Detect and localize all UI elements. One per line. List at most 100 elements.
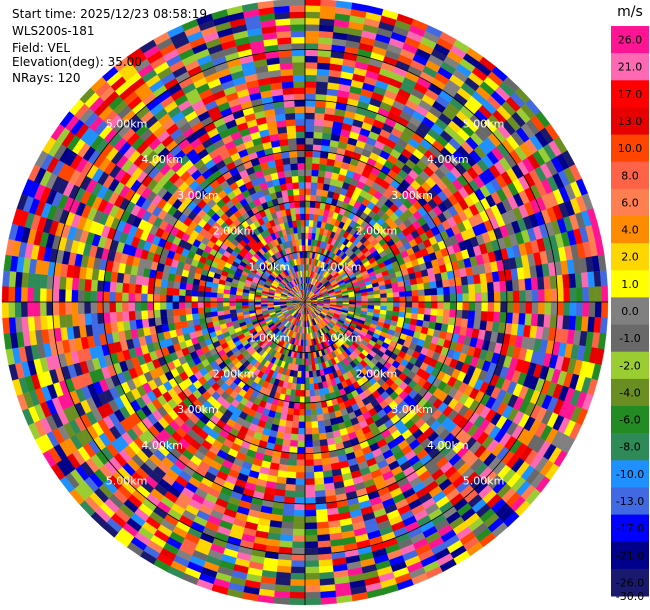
velocity-gate — [191, 313, 200, 320]
velocity-gate — [33, 287, 41, 303]
velocity-gate — [304, 150, 314, 158]
velocity-gate — [277, 559, 292, 567]
velocity-gate — [20, 301, 28, 318]
velocity-gate — [147, 293, 154, 303]
velocity-gate — [304, 188, 312, 195]
velocity-gate — [304, 200, 311, 208]
velocity-gate — [361, 301, 369, 306]
velocity-gate — [179, 314, 187, 322]
velocity-gate — [311, 427, 320, 435]
velocity-gate — [442, 279, 450, 288]
velocity-gate — [442, 286, 451, 295]
velocity-gate — [291, 421, 299, 429]
velocity-gate — [14, 286, 22, 303]
velocity-gate — [399, 296, 407, 303]
velocity-gate — [538, 289, 546, 303]
velocity-gate — [210, 311, 218, 317]
velocity-gate — [320, 0, 337, 8]
velocity-gate — [456, 301, 463, 311]
velocity-gate — [185, 313, 193, 321]
velocity-gate — [557, 288, 564, 303]
velocity-gate — [304, 472, 315, 479]
velocity-gate — [380, 293, 388, 299]
velocity-gate — [229, 305, 237, 311]
velocity-gate — [563, 287, 571, 303]
velocity-gate — [296, 453, 306, 460]
velocity-gate — [58, 314, 67, 328]
velocity-gate — [317, 540, 331, 549]
velocity-gate — [405, 307, 413, 314]
velocity-gate — [373, 293, 381, 299]
velocity-gate — [304, 162, 313, 170]
velocity-gate — [153, 286, 161, 295]
velocity-gate — [449, 309, 457, 318]
velocity-gate — [311, 433, 320, 441]
velocity-gate — [33, 315, 42, 331]
velocity-gate — [203, 296, 211, 303]
velocity-gate — [417, 289, 425, 297]
velocity-gate — [568, 315, 577, 331]
velocity-gate — [304, 137, 314, 145]
velocity-gate — [284, 426, 292, 434]
velocity-gate — [594, 286, 602, 303]
velocity-gate — [229, 309, 237, 314]
velocity-gate — [178, 288, 186, 296]
velocity-gate — [296, 459, 306, 467]
velocity-gate — [311, 169, 320, 177]
velocity-gate — [404, 285, 412, 292]
velocity-gate — [313, 471, 324, 479]
velocity-gate — [280, 527, 294, 536]
velocity-gate — [304, 579, 321, 587]
velocity-gate — [166, 287, 174, 296]
velocity-gate — [115, 301, 123, 313]
velocity-gate — [449, 301, 457, 311]
velocity-gate — [355, 298, 362, 303]
velocity-gate — [304, 434, 313, 442]
velocity-gate — [285, 477, 296, 485]
velocity-gate — [304, 497, 316, 505]
velocity-gate — [294, 389, 301, 397]
velocity-gate — [304, 213, 310, 221]
velocity-gate — [386, 292, 394, 298]
velocity-gate — [77, 301, 85, 315]
velocity-gate — [417, 313, 425, 321]
velocity-gate — [411, 289, 419, 297]
velocity-gate — [318, 559, 333, 567]
velocity-gate — [291, 554, 306, 561]
velocity-gate — [411, 307, 419, 315]
velocity-gate — [442, 309, 451, 318]
velocity-gate — [102, 291, 110, 303]
velocity-gate — [294, 497, 306, 505]
velocity-gate — [310, 402, 317, 410]
velocity-gate — [287, 458, 297, 467]
velocity-gate — [519, 301, 527, 314]
velocity-gate — [575, 301, 583, 317]
velocity-gate — [140, 310, 149, 320]
velocity-gate — [594, 301, 602, 318]
velocity-gate — [58, 276, 67, 290]
velocity-gate — [147, 285, 155, 295]
velocity-gate — [297, 434, 306, 442]
velocity-gate — [304, 5, 321, 13]
velocity-gate — [550, 288, 558, 303]
velocity-gate — [361, 295, 369, 300]
velocity-gate — [198, 312, 206, 319]
velocity-gate — [304, 427, 313, 435]
velocity-gate — [506, 301, 514, 314]
velocity-gate — [460, 276, 469, 286]
velocity-gate — [304, 74, 318, 82]
velocity-gate — [283, 432, 292, 441]
velocity-gate — [304, 352, 309, 359]
velocity-gate — [313, 382, 319, 391]
velocity-gate — [304, 528, 318, 536]
velocity-gate — [115, 282, 124, 293]
velocity-gate — [311, 421, 319, 429]
velocity-gate — [499, 312, 507, 324]
velocity-gate — [52, 288, 60, 303]
velocity-gate — [291, 541, 306, 549]
velocity-gate — [386, 301, 394, 307]
velocity-gate — [27, 287, 35, 303]
velocity-gate — [20, 286, 28, 303]
velocity-gate — [575, 287, 583, 303]
velocity-gate — [309, 396, 316, 404]
